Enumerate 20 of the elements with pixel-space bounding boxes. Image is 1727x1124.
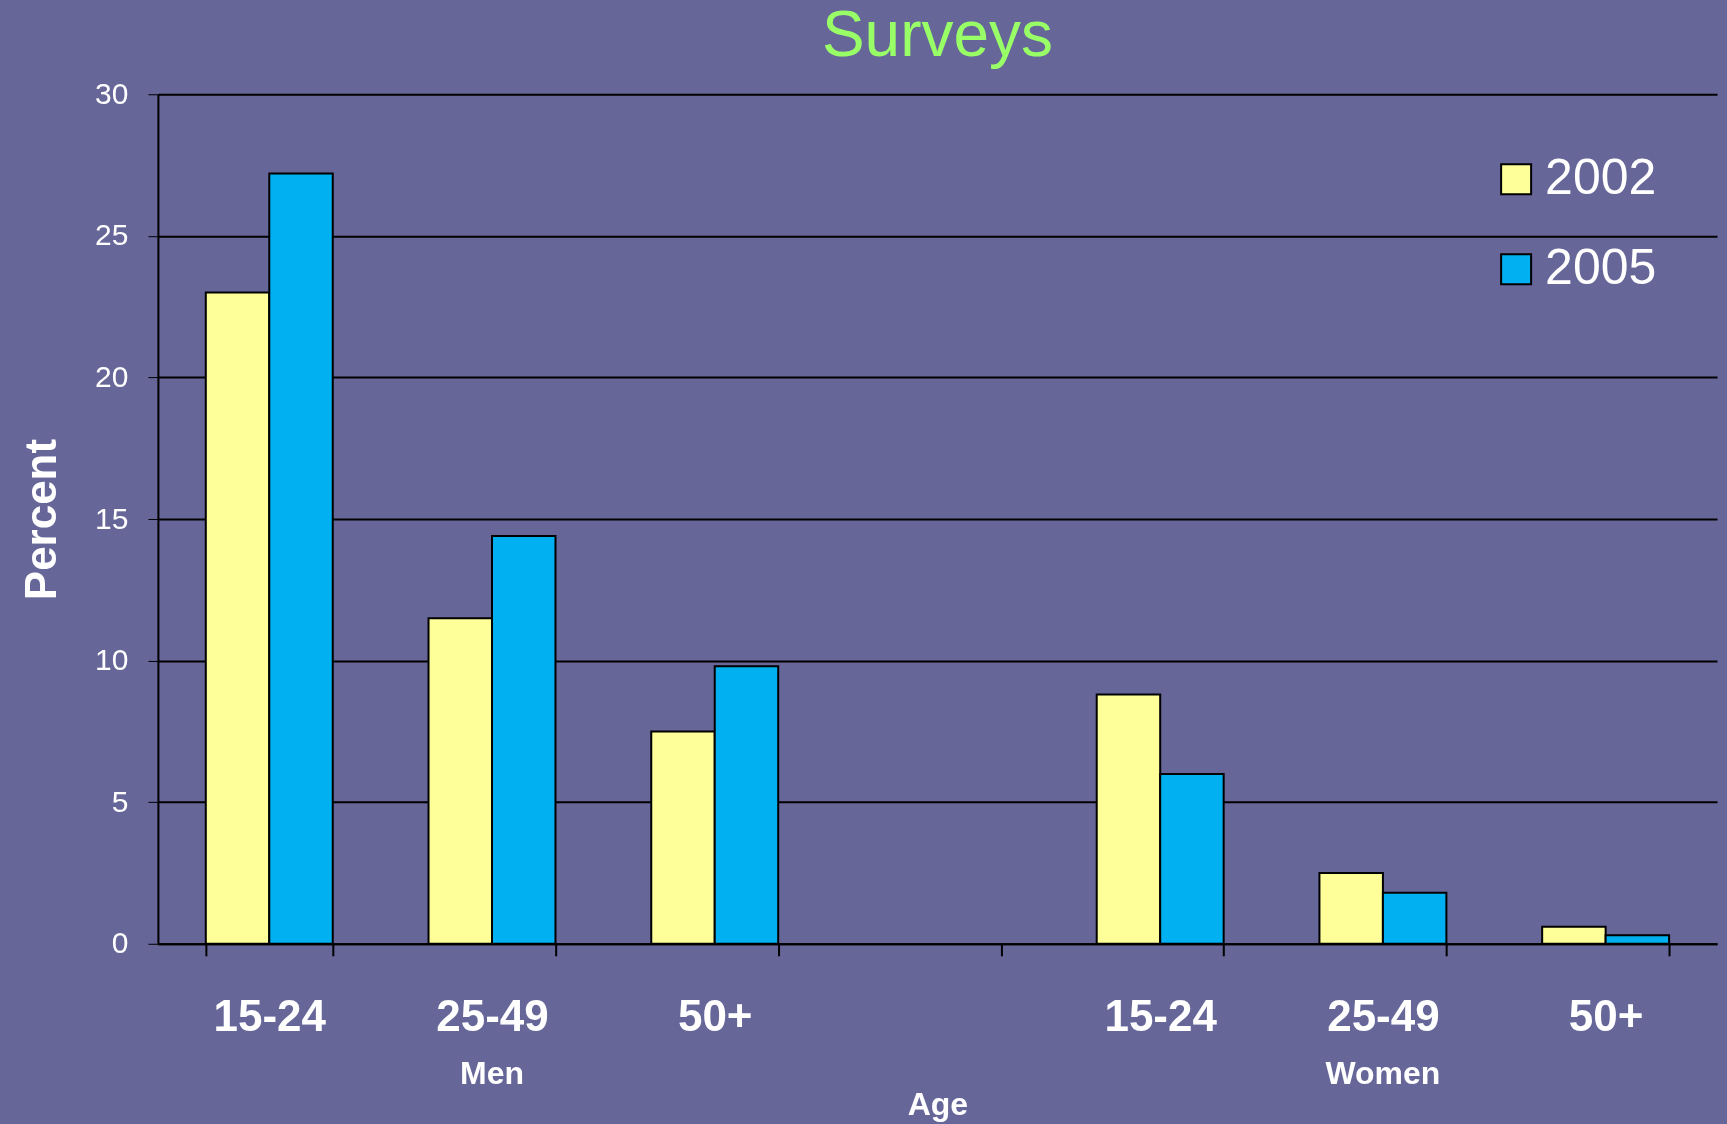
text: Men (460, 1054, 524, 1091)
x-tick-label: 25-49 (1327, 991, 1440, 1041)
y-tick-label: 10 (95, 643, 129, 677)
legend-label: 2002 (1545, 149, 1657, 206)
text: Women (1325, 1054, 1441, 1091)
x-tick-label: 15-24 (1104, 991, 1218, 1041)
y-axis-title: Percent (16, 438, 66, 601)
y-tick-label: 15 (95, 501, 129, 535)
legend-label: 2005 (1545, 239, 1657, 296)
chart-title: Surveys (821, 0, 1053, 71)
x-tick-label: 15-24 (213, 991, 327, 1041)
y-tick-label: 5 (111, 784, 129, 818)
y-tick-label: 30 (95, 76, 129, 110)
x-tick-label: 50+ (677, 991, 753, 1041)
x-axis-title: Age (907, 1086, 969, 1123)
x-tick-label: 50+ (1568, 991, 1644, 1041)
y-tick-label: 0 (111, 926, 129, 960)
y-tick-label: 20 (95, 359, 129, 393)
y-tick-label: 25 (95, 218, 129, 252)
x-tick-label: 25-49 (436, 991, 549, 1041)
